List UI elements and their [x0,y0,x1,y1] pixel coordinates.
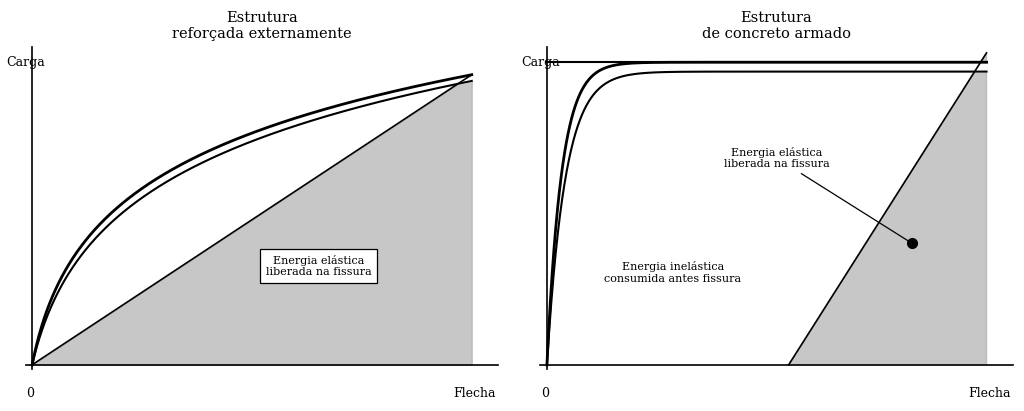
Text: 0: 0 [27,387,34,400]
Text: Carga: Carga [521,56,560,69]
Title: Estrutura
reforçada externamente: Estrutura reforçada externamente [172,11,351,42]
Text: Energia elástica
liberada na fissura: Energia elástica liberada na fissura [724,147,909,242]
Text: Carga: Carga [6,56,45,69]
Text: 0: 0 [541,387,549,400]
Text: Flecha: Flecha [454,387,496,400]
Text: Energia inelástica
consumida antes fissura: Energia inelástica consumida antes fissu… [604,261,741,284]
Text: Energia elástica
liberada na fissura: Energia elástica liberada na fissura [265,255,372,277]
Polygon shape [788,53,986,365]
Text: Flecha: Flecha [968,387,1011,400]
Title: Estrutura
de concreto armado: Estrutura de concreto armado [702,11,851,42]
